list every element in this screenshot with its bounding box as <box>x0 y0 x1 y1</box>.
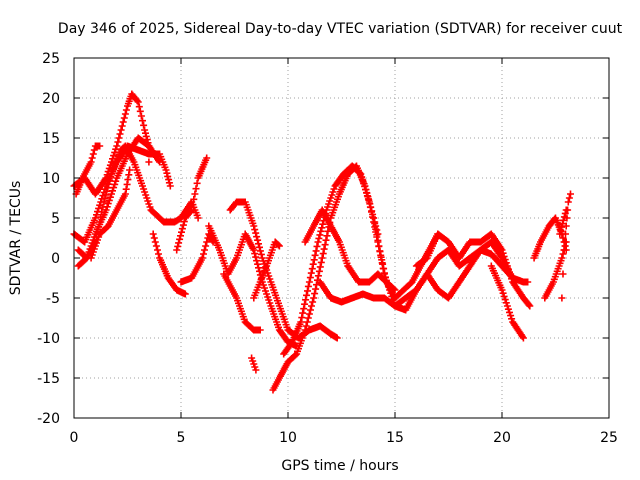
data-points <box>70 90 574 394</box>
y-tick-label: 10 <box>42 171 60 187</box>
data-marks <box>269 162 382 394</box>
data-marks <box>173 154 211 254</box>
data-marks <box>72 142 104 198</box>
series-track-21 <box>412 230 534 310</box>
series-track-14 <box>250 238 283 302</box>
y-tick-label: -15 <box>37 371 60 387</box>
series-track-8 <box>177 230 217 286</box>
y-tick-label: -10 <box>37 331 60 347</box>
series-track-11 <box>220 270 264 334</box>
tick-marks <box>73 57 610 419</box>
series-track-17 <box>301 206 352 270</box>
y-tick-label: 0 <box>51 251 60 267</box>
series-track-24 <box>541 238 570 302</box>
data-marks <box>248 354 260 374</box>
data-marks <box>87 166 134 262</box>
x-tick-label: 20 <box>493 430 511 446</box>
data-marks <box>487 262 527 342</box>
series-track-10 <box>205 222 301 350</box>
data-marks <box>220 270 264 334</box>
series-track-3 <box>74 142 202 262</box>
series-track-22 <box>487 262 527 342</box>
series-track-7 <box>149 230 189 298</box>
series-track-20 <box>370 214 515 310</box>
x-tick-label: 5 <box>177 430 186 446</box>
y-tick-label: 5 <box>51 211 60 227</box>
y-tick-label: 15 <box>42 131 60 147</box>
data-marks <box>177 230 217 286</box>
series-track-15 <box>269 162 382 394</box>
series-track-13 <box>248 354 260 374</box>
series-track-9 <box>173 154 211 254</box>
series-track-4 <box>74 134 164 270</box>
data-marks <box>556 206 570 238</box>
x-tick-label: 10 <box>279 430 297 446</box>
series-track-6 <box>72 142 104 198</box>
y-axis-title: SDTVAR / TECUs <box>8 181 24 296</box>
data-marks <box>149 230 189 298</box>
x-tick-label: 25 <box>600 430 618 446</box>
data-marks <box>74 134 164 270</box>
data-marks <box>370 214 515 310</box>
data-marks <box>205 222 301 350</box>
x-axis-title: GPS time / hours <box>281 458 398 474</box>
y-tick-label: -20 <box>37 411 60 427</box>
x-tick-labels: 0 5 10 15 20 25 <box>70 430 618 446</box>
series-track-5 <box>87 166 134 262</box>
data-marks <box>74 142 202 262</box>
data-marks <box>250 238 283 302</box>
data-marks <box>301 206 352 270</box>
x-tick-label: 0 <box>70 430 79 446</box>
data-marks <box>541 238 570 302</box>
y-tick-label: -5 <box>46 291 60 307</box>
x-tick-label: 15 <box>386 430 404 446</box>
plot-frame <box>73 57 610 419</box>
series-track-26 <box>556 206 570 238</box>
chart-title: Day 346 of 2025, Sidereal Day-to-day VTE… <box>58 21 623 37</box>
data-marks <box>412 230 534 310</box>
y-tick-label: 25 <box>42 51 60 67</box>
y-tick-labels: -20 -15 -10 -5 0 5 10 15 20 25 <box>37 51 60 427</box>
y-tick-label: 20 <box>42 91 60 107</box>
